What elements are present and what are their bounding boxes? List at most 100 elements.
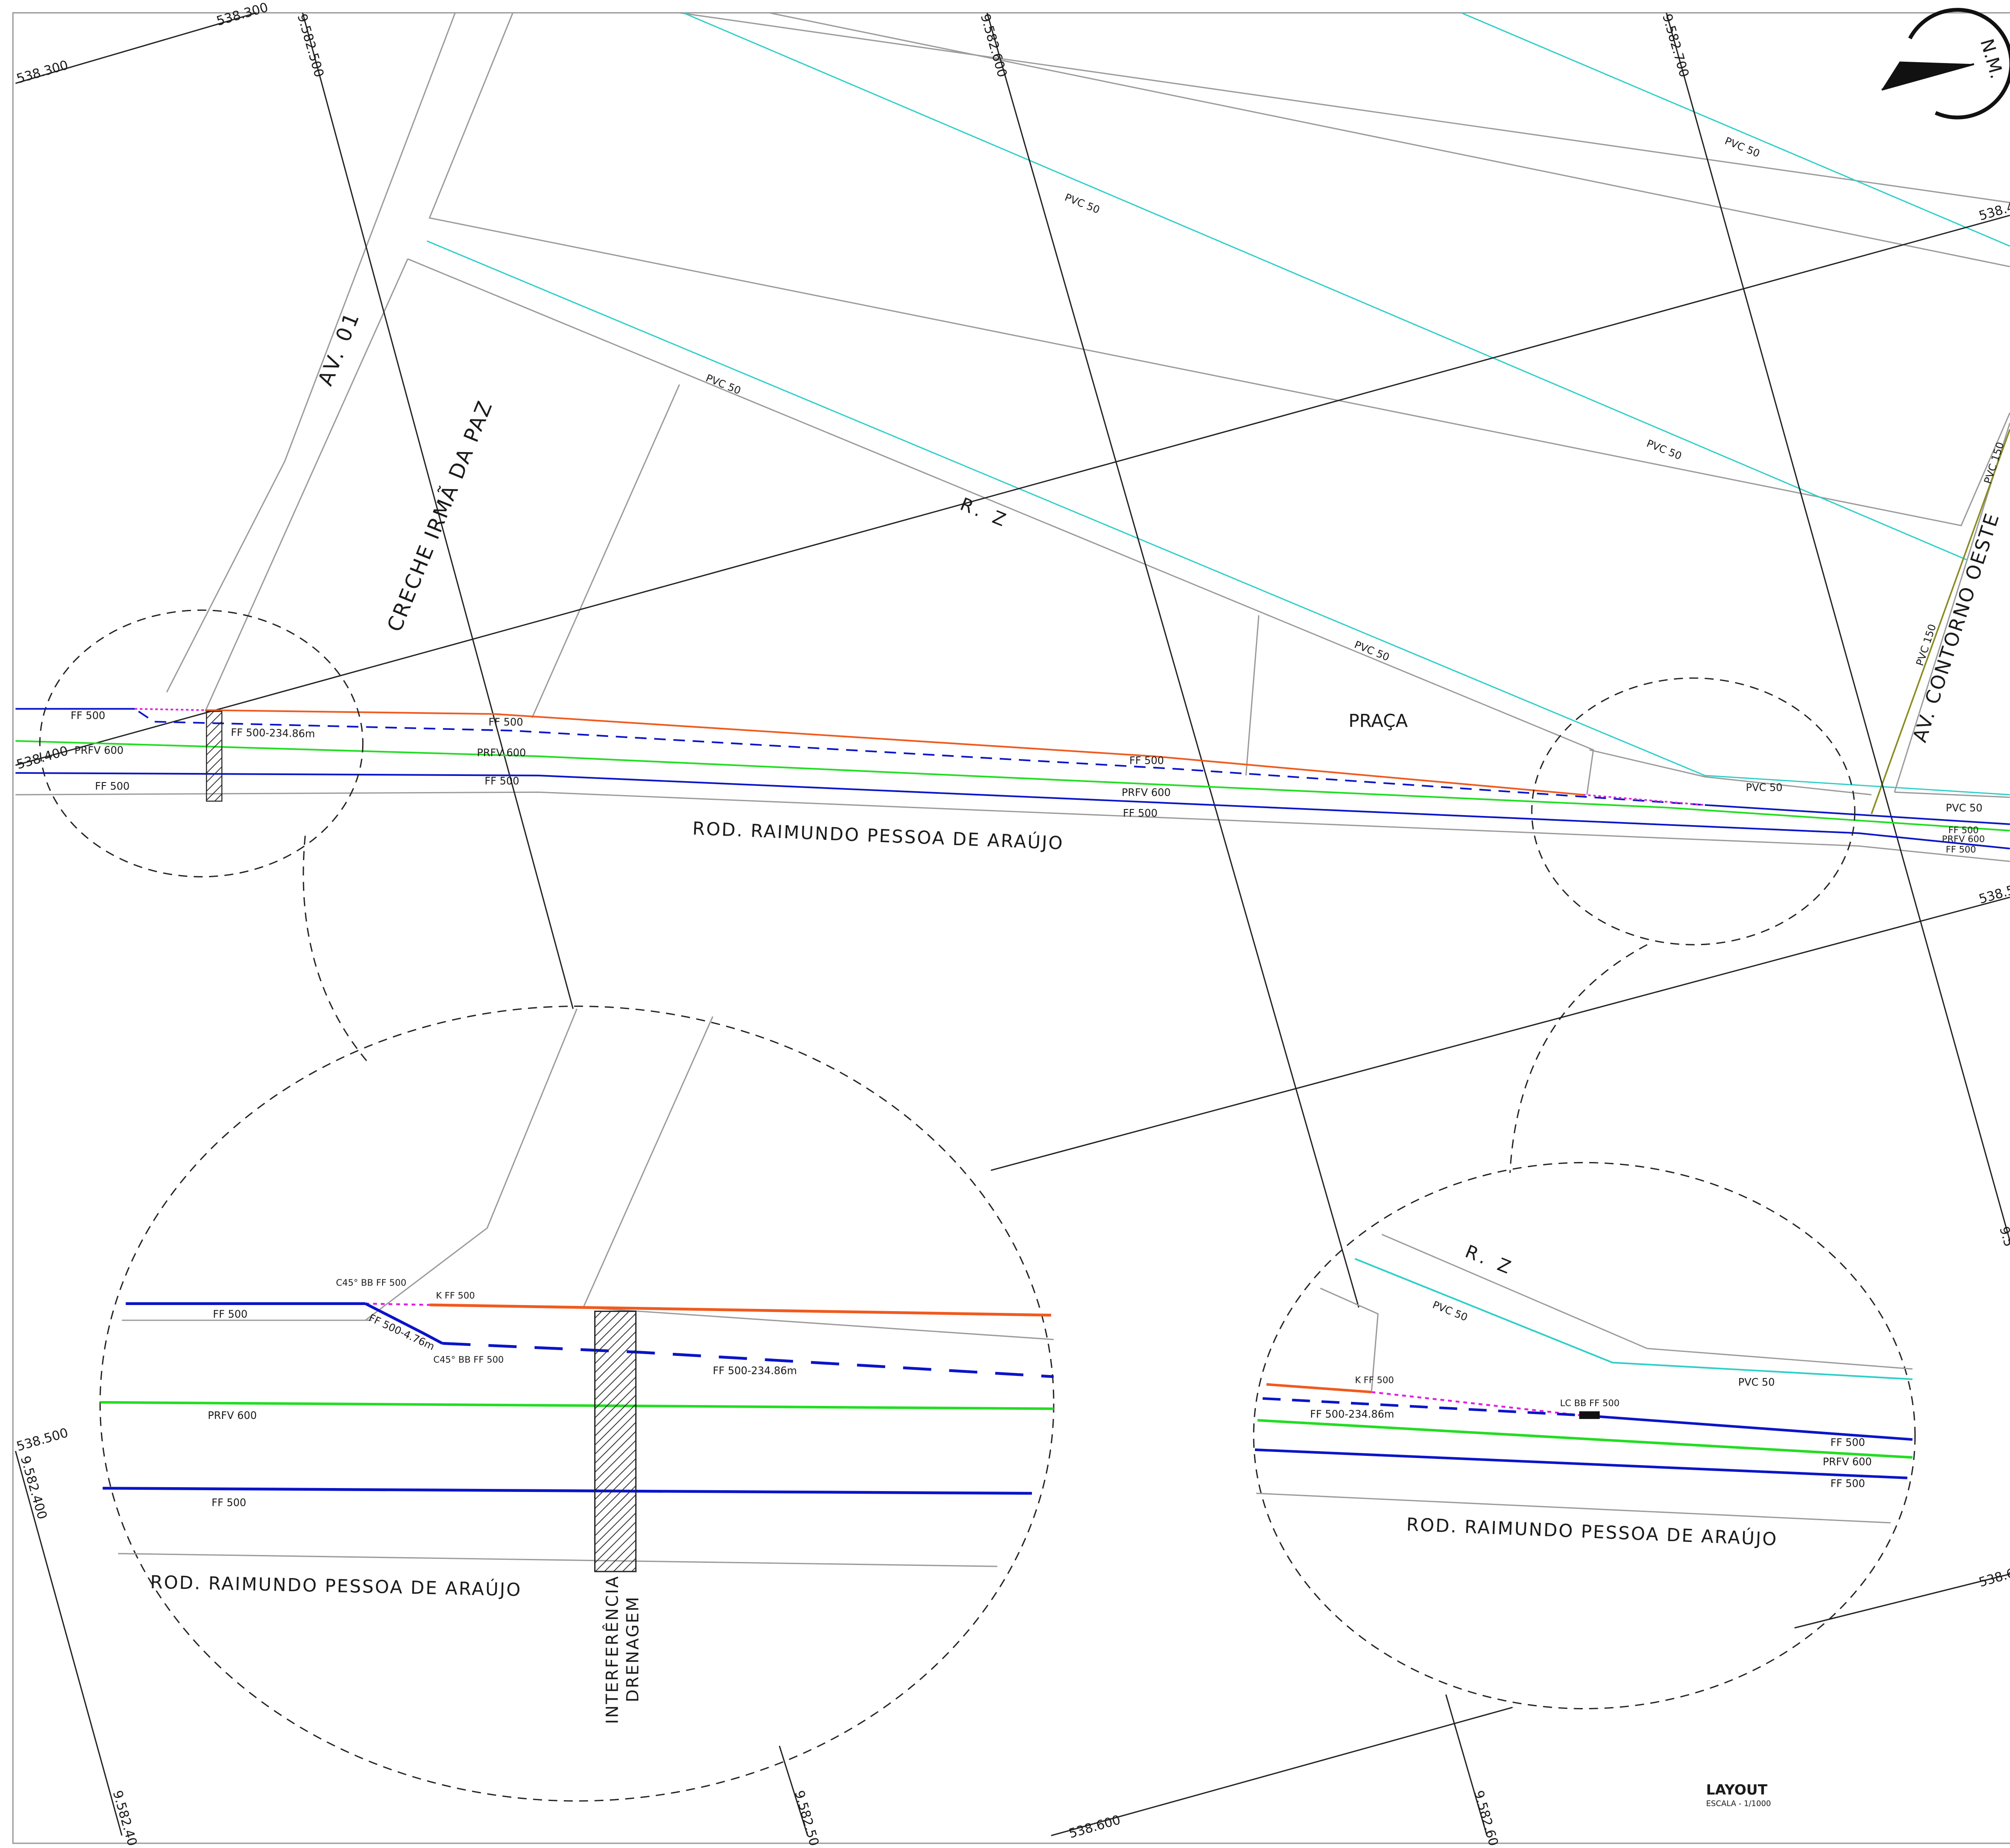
grid-n600-bottom — [1445, 1694, 1488, 1836]
pipe-label-ff: FF 500 — [1123, 807, 1158, 819]
pipe-label-ff-new: FF 500-234.86m — [231, 726, 315, 740]
leader-west-left — [303, 836, 370, 1065]
zoom-east-edge-4 — [1256, 1492, 1891, 1524]
zoom-east-orange — [1266, 1383, 1372, 1394]
magenta-connector — [134, 708, 206, 711]
pipe-label-ff-short: FF 500-4.76m — [367, 1312, 436, 1353]
praca-divider-right — [1245, 615, 1260, 776]
coord-label: 9.582.700 — [1660, 12, 1692, 79]
pipe-label-ff: FF 500 — [1129, 754, 1164, 766]
pipe-label-pvc: PVC 50 — [1063, 191, 1102, 216]
zoom-east-ff500-top — [1579, 1414, 1913, 1441]
coord-label: 538.300 — [215, 0, 270, 29]
coord-label: 9.582.600 — [1471, 1789, 1503, 1846]
zoom-west-orange — [429, 1303, 1052, 1317]
grid-e400 — [15, 214, 2010, 766]
north-arrow-icon — [1881, 8, 2010, 120]
zoom-east-edge-1 — [1381, 1234, 1647, 1349]
street-name-rz: R. Z — [1462, 1241, 1517, 1279]
coord-label: 9.582.400 — [110, 1789, 142, 1846]
praca-divider-left — [531, 384, 680, 718]
street-name-rodovia: ROD. RAIMUNDO PESSOA DE ARAÚJO — [150, 1572, 522, 1600]
prfv600-line — [15, 740, 2010, 832]
fitting-label: LC BB FF 500 — [1560, 1398, 1620, 1408]
street-name-av01: AV. 01 — [313, 307, 365, 389]
rz-edge-block — [204, 259, 409, 712]
street-name-rz: R. Z — [957, 493, 1012, 532]
grid-e500-upper — [991, 896, 2010, 1171]
grid-e600-right — [1794, 1573, 2010, 1629]
fitting-label: C45° BB FF 500 — [433, 1354, 504, 1365]
detail-circle-west — [39, 609, 364, 878]
place-name-praca: PRAÇA — [1348, 710, 1408, 731]
pipe-label-prfv: PRFV 600 — [1823, 1455, 1872, 1468]
highway-south-edge — [15, 791, 2010, 862]
grid-n700 — [1666, 13, 2010, 1241]
pipe-label-pvc: PVC 50 — [1746, 781, 1782, 793]
zoom-east-edge-3 — [1320, 1288, 1379, 1391]
zoom-east-lc-fitting — [1579, 1411, 1600, 1419]
ff500-lower-line — [15, 772, 2010, 849]
coord-label: 538.500 — [15, 1425, 70, 1454]
pipe-label-pvc: PVC 50 — [1738, 1376, 1775, 1388]
pipe-label-prfv: PRFV 600 — [1121, 786, 1171, 799]
coord-label: 538.4 — [1977, 199, 2010, 223]
pvc-lines — [426, 12, 2010, 796]
pipe-label-ff: FF 500 — [1830, 1436, 1865, 1448]
coord-label: 9.582.400 — [18, 1454, 50, 1521]
zoom-west-magenta — [365, 1302, 430, 1306]
pvc-line-highway — [1704, 775, 2010, 796]
street-name-contorno: AV. CONTORNO OESTE — [1909, 510, 2004, 745]
pipe-label-prfv: PRFV 600 — [1942, 834, 1985, 844]
detail-circle-east — [1531, 677, 1856, 946]
zoom-west-edge-1 — [583, 1307, 1054, 1340]
zoom-east-prfv600 — [1257, 1419, 1913, 1459]
grid-n600 — [986, 13, 1360, 1308]
grid-n500-bottom — [779, 1745, 809, 1836]
interference-label: INTERFERÊNCIA — [602, 1575, 622, 1724]
zoom-west-ff500-new — [442, 1342, 1054, 1379]
magenta-connector-east — [1583, 794, 1705, 806]
north-label: N.M. — [1976, 37, 2007, 81]
ff500-east-line — [1704, 804, 2010, 825]
street-name-rodovia: ROD. RAIMUNDO PESSOA DE ARAÚJO — [692, 818, 1064, 854]
drainage-interference-block — [206, 711, 223, 802]
coord-label: 538.6 — [1977, 1565, 2010, 1590]
zoom-west-lot-line-1 — [365, 1008, 578, 1321]
zoom-circle-east — [1253, 1162, 1916, 1709]
grid-n400 — [15, 1451, 123, 1836]
pipe-label-prfv: PRFV 600 — [208, 1409, 257, 1422]
street-name-rodovia: ROD. RAIMUNDO PESSOA DE ARAÚJO — [1406, 1514, 1778, 1550]
pipe-label-ff: FF 500 — [1948, 825, 1979, 836]
grid-n500 — [302, 13, 574, 1009]
coordinate-grid — [15, 12, 2010, 1836]
interference-label: DRENAGEM — [623, 1596, 643, 1702]
coord-label: 538.600 — [1067, 1812, 1122, 1841]
street-name-creche: CRECHE IRMÃ DA PAZ — [382, 396, 498, 635]
pipe-label-pvc: PVC 50 — [1946, 802, 1982, 814]
leader-east-left — [1509, 944, 1647, 1173]
coord-label: 538.5 — [1977, 882, 2010, 907]
zoom-west-ff500-bend — [365, 1302, 443, 1345]
coord-label: 9.582.500 — [792, 1789, 824, 1846]
drawing-scale: ESCALA - 1/1000 — [1706, 1800, 1771, 1808]
zoom-east-ff500-new — [1262, 1397, 1580, 1417]
pipe-label-ff: FF 500 — [1946, 844, 1976, 855]
rz-upper-edge-2 — [769, 12, 2010, 267]
pipe-label-ff: FF 500 — [485, 775, 519, 787]
sheet-border — [12, 12, 2010, 1844]
zoom-west-content — [100, 1008, 1054, 1567]
zoom-east-ff500-lower — [1255, 1448, 1907, 1479]
zoom-west-prfv600 — [100, 1401, 1054, 1410]
coord-label: 9.5 — [1997, 1225, 2010, 1248]
coord-label: 538.300 — [15, 57, 70, 86]
main-pipes — [15, 708, 2010, 849]
zoom-west-drainage-block — [594, 1310, 637, 1572]
pvc-line-rz-north — [1461, 12, 2010, 247]
fitting-label: K FF 500 — [1355, 1375, 1394, 1385]
labels: 538.300 538.300 9.582.500 9.582.600 9.58… — [15, 0, 2010, 1848]
zoom-west-edge-3 — [118, 1553, 998, 1567]
av01-right-edge — [429, 12, 2010, 526]
pipe-label-pvc: PVC 50 — [1645, 437, 1684, 463]
